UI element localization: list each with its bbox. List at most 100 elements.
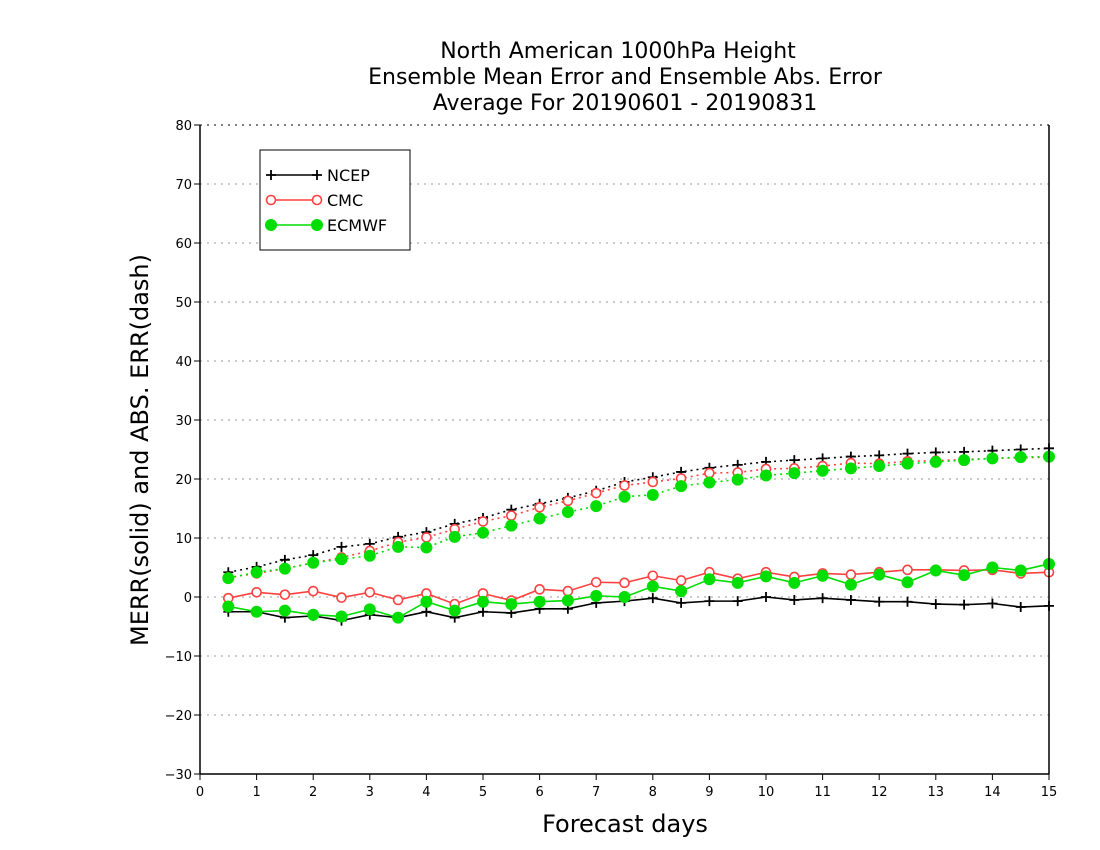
cmc-abs-err-point <box>590 487 602 499</box>
x-tick-label: 0 <box>196 785 204 800</box>
ecmwf-abs-err-point <box>844 462 857 475</box>
ecmwf-abs-err-point <box>703 476 716 489</box>
ecmwf-abs-err-point <box>958 454 971 467</box>
y-tick-label: 40 <box>175 355 192 370</box>
legend-marker <box>312 170 322 180</box>
ecmwf-mean-err-point <box>392 611 405 624</box>
cmc-mean-err-point <box>251 586 262 598</box>
ecmwf-abs-err-point <box>675 480 688 493</box>
y-tick-label: 30 <box>175 414 192 429</box>
cmc-mean-err-point <box>336 592 347 603</box>
cmc-mean-err-point <box>562 585 574 597</box>
legend-label: ECMWF <box>327 216 387 235</box>
ecmwf-abs-err-point <box>533 512 546 525</box>
y-tick-label: 10 <box>175 532 192 547</box>
ecmwf-mean-err-point <box>590 589 603 602</box>
ecmwf-abs-err-point <box>731 473 744 486</box>
ecmwf-mean-err-point <box>1014 564 1027 577</box>
ecmwf-abs-err-point <box>278 562 291 575</box>
ecmwf-mean-err-point <box>448 604 461 617</box>
x-tick-label: 11 <box>814 785 831 800</box>
y-tick-label: 60 <box>175 237 192 252</box>
ecmwf-mean-err-point <box>986 561 999 574</box>
y-tick-label: −20 <box>165 709 192 724</box>
cmc-abs-err-point <box>477 516 489 527</box>
ncep-mean-err-point <box>987 598 998 609</box>
ncep-abs-err-line <box>228 447 1050 574</box>
ecmwf-mean-err-point <box>788 576 801 589</box>
ecmwf-mean-err-point <box>222 600 235 613</box>
series-ecmwf <box>222 450 1055 624</box>
ecmwf-mean-err-point <box>477 595 489 608</box>
ecmwf-abs-err-line <box>228 455 1050 579</box>
title-line-3: Average For 20190601 - 20190831 <box>433 91 818 116</box>
ecmwf-mean-err-point <box>703 573 716 586</box>
chart-title: North American 1000hPa Height Ensemble M… <box>368 39 883 116</box>
cmc-mean-err-point <box>590 576 602 588</box>
cmc-abs-err-point <box>534 502 545 513</box>
legend-marker <box>311 194 323 206</box>
legend-label: CMC <box>327 191 363 210</box>
x-tick-label: 2 <box>309 785 317 800</box>
cmc-mean-err-point <box>647 570 659 582</box>
legend-item-ncep: NCEP <box>266 166 370 185</box>
ecmwf-mean-err-line <box>228 563 1050 619</box>
legend-marker <box>266 170 276 180</box>
x-tick-label: 1 <box>252 785 260 800</box>
y-tick-label: 0 <box>184 591 192 606</box>
series-cmc <box>223 451 1055 610</box>
cmc-mean-err-point <box>902 564 913 576</box>
ncep-mean-err-point <box>789 594 800 605</box>
cmc-abs-err-point <box>505 510 517 521</box>
ecmwf-mean-err-point <box>618 591 631 603</box>
cmc-mean-err-point <box>364 586 376 598</box>
ecmwf-mean-err-point <box>844 578 857 591</box>
ecmwf-abs-err-point <box>392 540 405 553</box>
legend-label: NCEP <box>327 166 370 185</box>
ecmwf-abs-err-point <box>590 500 603 513</box>
ecmwf-mean-err-point <box>873 568 886 581</box>
ncep-mean-err-point <box>902 596 913 607</box>
x-tick-label: 4 <box>422 785 430 800</box>
ecmwf-abs-err-point <box>250 566 263 579</box>
legend-marker <box>311 219 323 231</box>
ncep-mean-err-point <box>704 596 715 607</box>
ncep-mean-err-point <box>676 597 687 608</box>
ecmwf-mean-err-point <box>760 570 772 583</box>
x-axis-label: Forecast days <box>542 810 708 838</box>
cmc-mean-err-point <box>307 585 319 597</box>
ecmwf-abs-err-point <box>646 488 659 501</box>
x-tick-label: 15 <box>1041 785 1058 800</box>
ecmwf-abs-err-point <box>760 469 772 482</box>
cmc-abs-err-line <box>228 456 1050 579</box>
ecmwf-mean-err-point <box>731 576 744 589</box>
x-tick-label: 14 <box>984 785 1001 800</box>
ecmwf-mean-err-point <box>646 580 659 593</box>
cmc-mean-err-point <box>279 589 291 600</box>
cmc-abs-err-point <box>647 476 659 488</box>
ecmwf-abs-err-point <box>1014 451 1027 464</box>
ecmwf-abs-err-point <box>363 549 376 562</box>
ncep-mean-err-point <box>1015 602 1026 613</box>
ecmwf-abs-err-point <box>307 556 320 569</box>
x-tick-label: 9 <box>705 785 713 800</box>
ecmwf-abs-err-point <box>335 553 348 566</box>
ecmwf-mean-err-point <box>363 603 376 616</box>
legend-box <box>259 149 411 251</box>
ecmwf-mean-err-point <box>505 598 518 611</box>
cmc-abs-err-point <box>619 480 630 491</box>
y-axis-label: MERR(solid) and ABS. ERR(dash) <box>126 254 154 646</box>
ncep-mean-err-point <box>845 594 856 605</box>
legend-marker <box>265 194 277 206</box>
title-line-1: North American 1000hPa Height <box>440 39 796 64</box>
legend-marker <box>265 219 277 231</box>
cmc-mean-err-point <box>675 575 687 586</box>
ncep-mean-err-point <box>732 596 743 607</box>
cmc-abs-err-point <box>562 495 574 507</box>
cmc-mean-err-point <box>392 594 404 606</box>
title-line-2: Ensemble Mean Error and Ensemble Abs. Er… <box>368 65 883 90</box>
ecmwf-abs-err-point <box>477 526 489 539</box>
series-layer <box>222 443 1055 626</box>
ecmwf-abs-err-point <box>420 541 433 554</box>
ecmwf-mean-err-point <box>278 604 291 617</box>
